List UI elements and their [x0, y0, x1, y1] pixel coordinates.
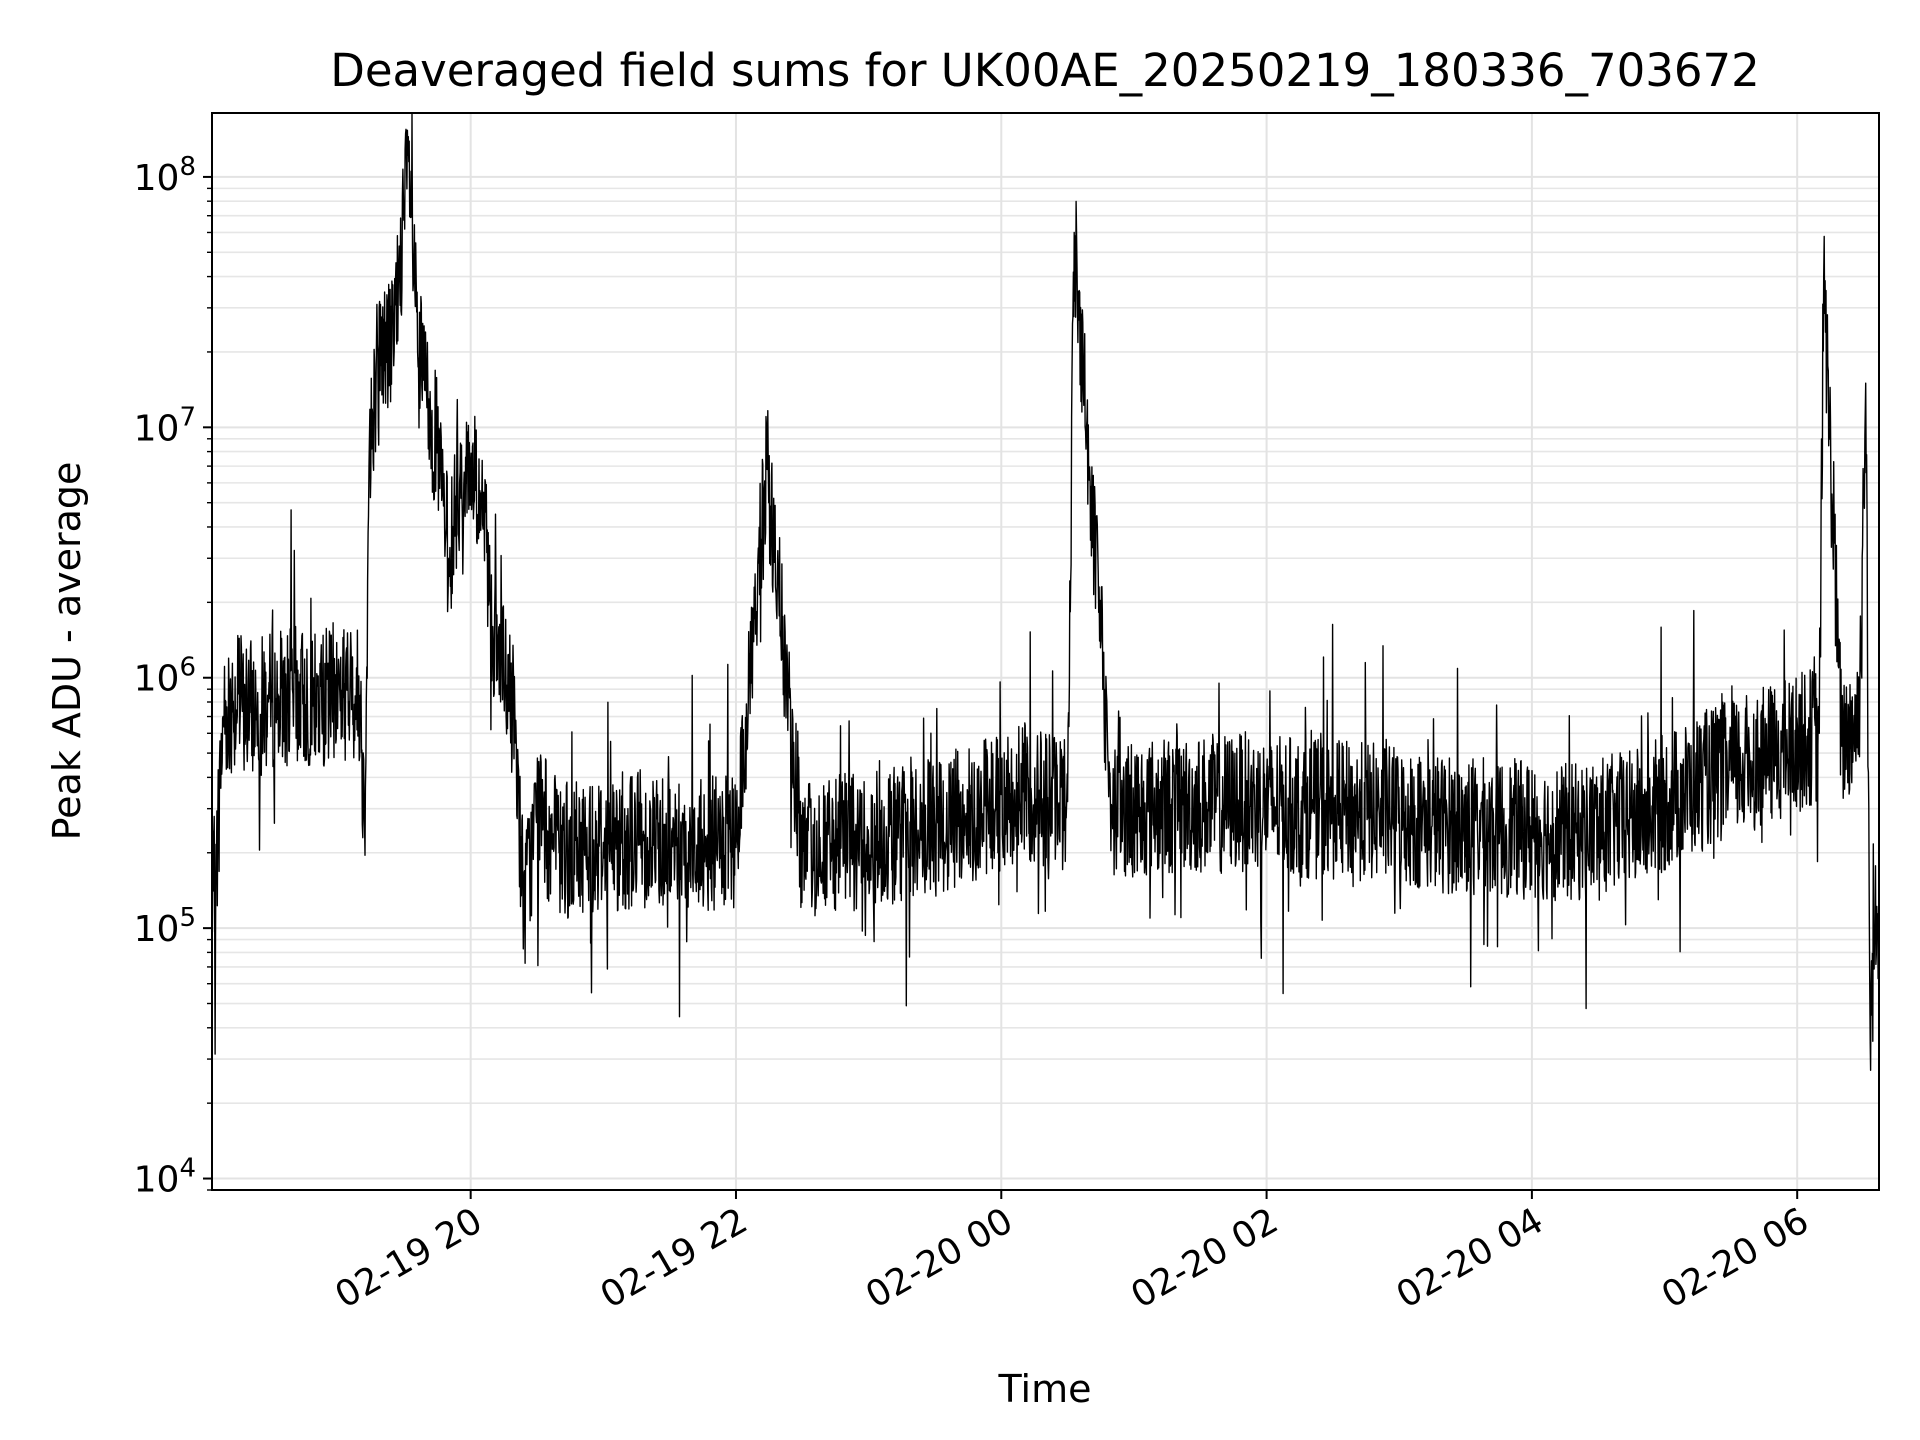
- y-axis-ticks: 104 105 106 107 108: [134, 152, 212, 1201]
- y-tick-label: 108: [134, 152, 196, 199]
- chart-title: Deaveraged field sums for UK00AE_2025021…: [330, 44, 1760, 97]
- plot-frame: [211, 112, 1880, 1191]
- series-line: [211, 112, 1880, 1072]
- y-tick-label: 107: [134, 402, 196, 449]
- y-tick-label: 106: [134, 653, 196, 700]
- y-tick-label: 104: [134, 1154, 196, 1201]
- y-tick-label: 105: [134, 903, 196, 950]
- x-axis-label: Time: [998, 1367, 1092, 1411]
- y-axis-label: Peak ADU - average: [45, 462, 89, 841]
- major-gridlines: [212, 113, 1879, 1190]
